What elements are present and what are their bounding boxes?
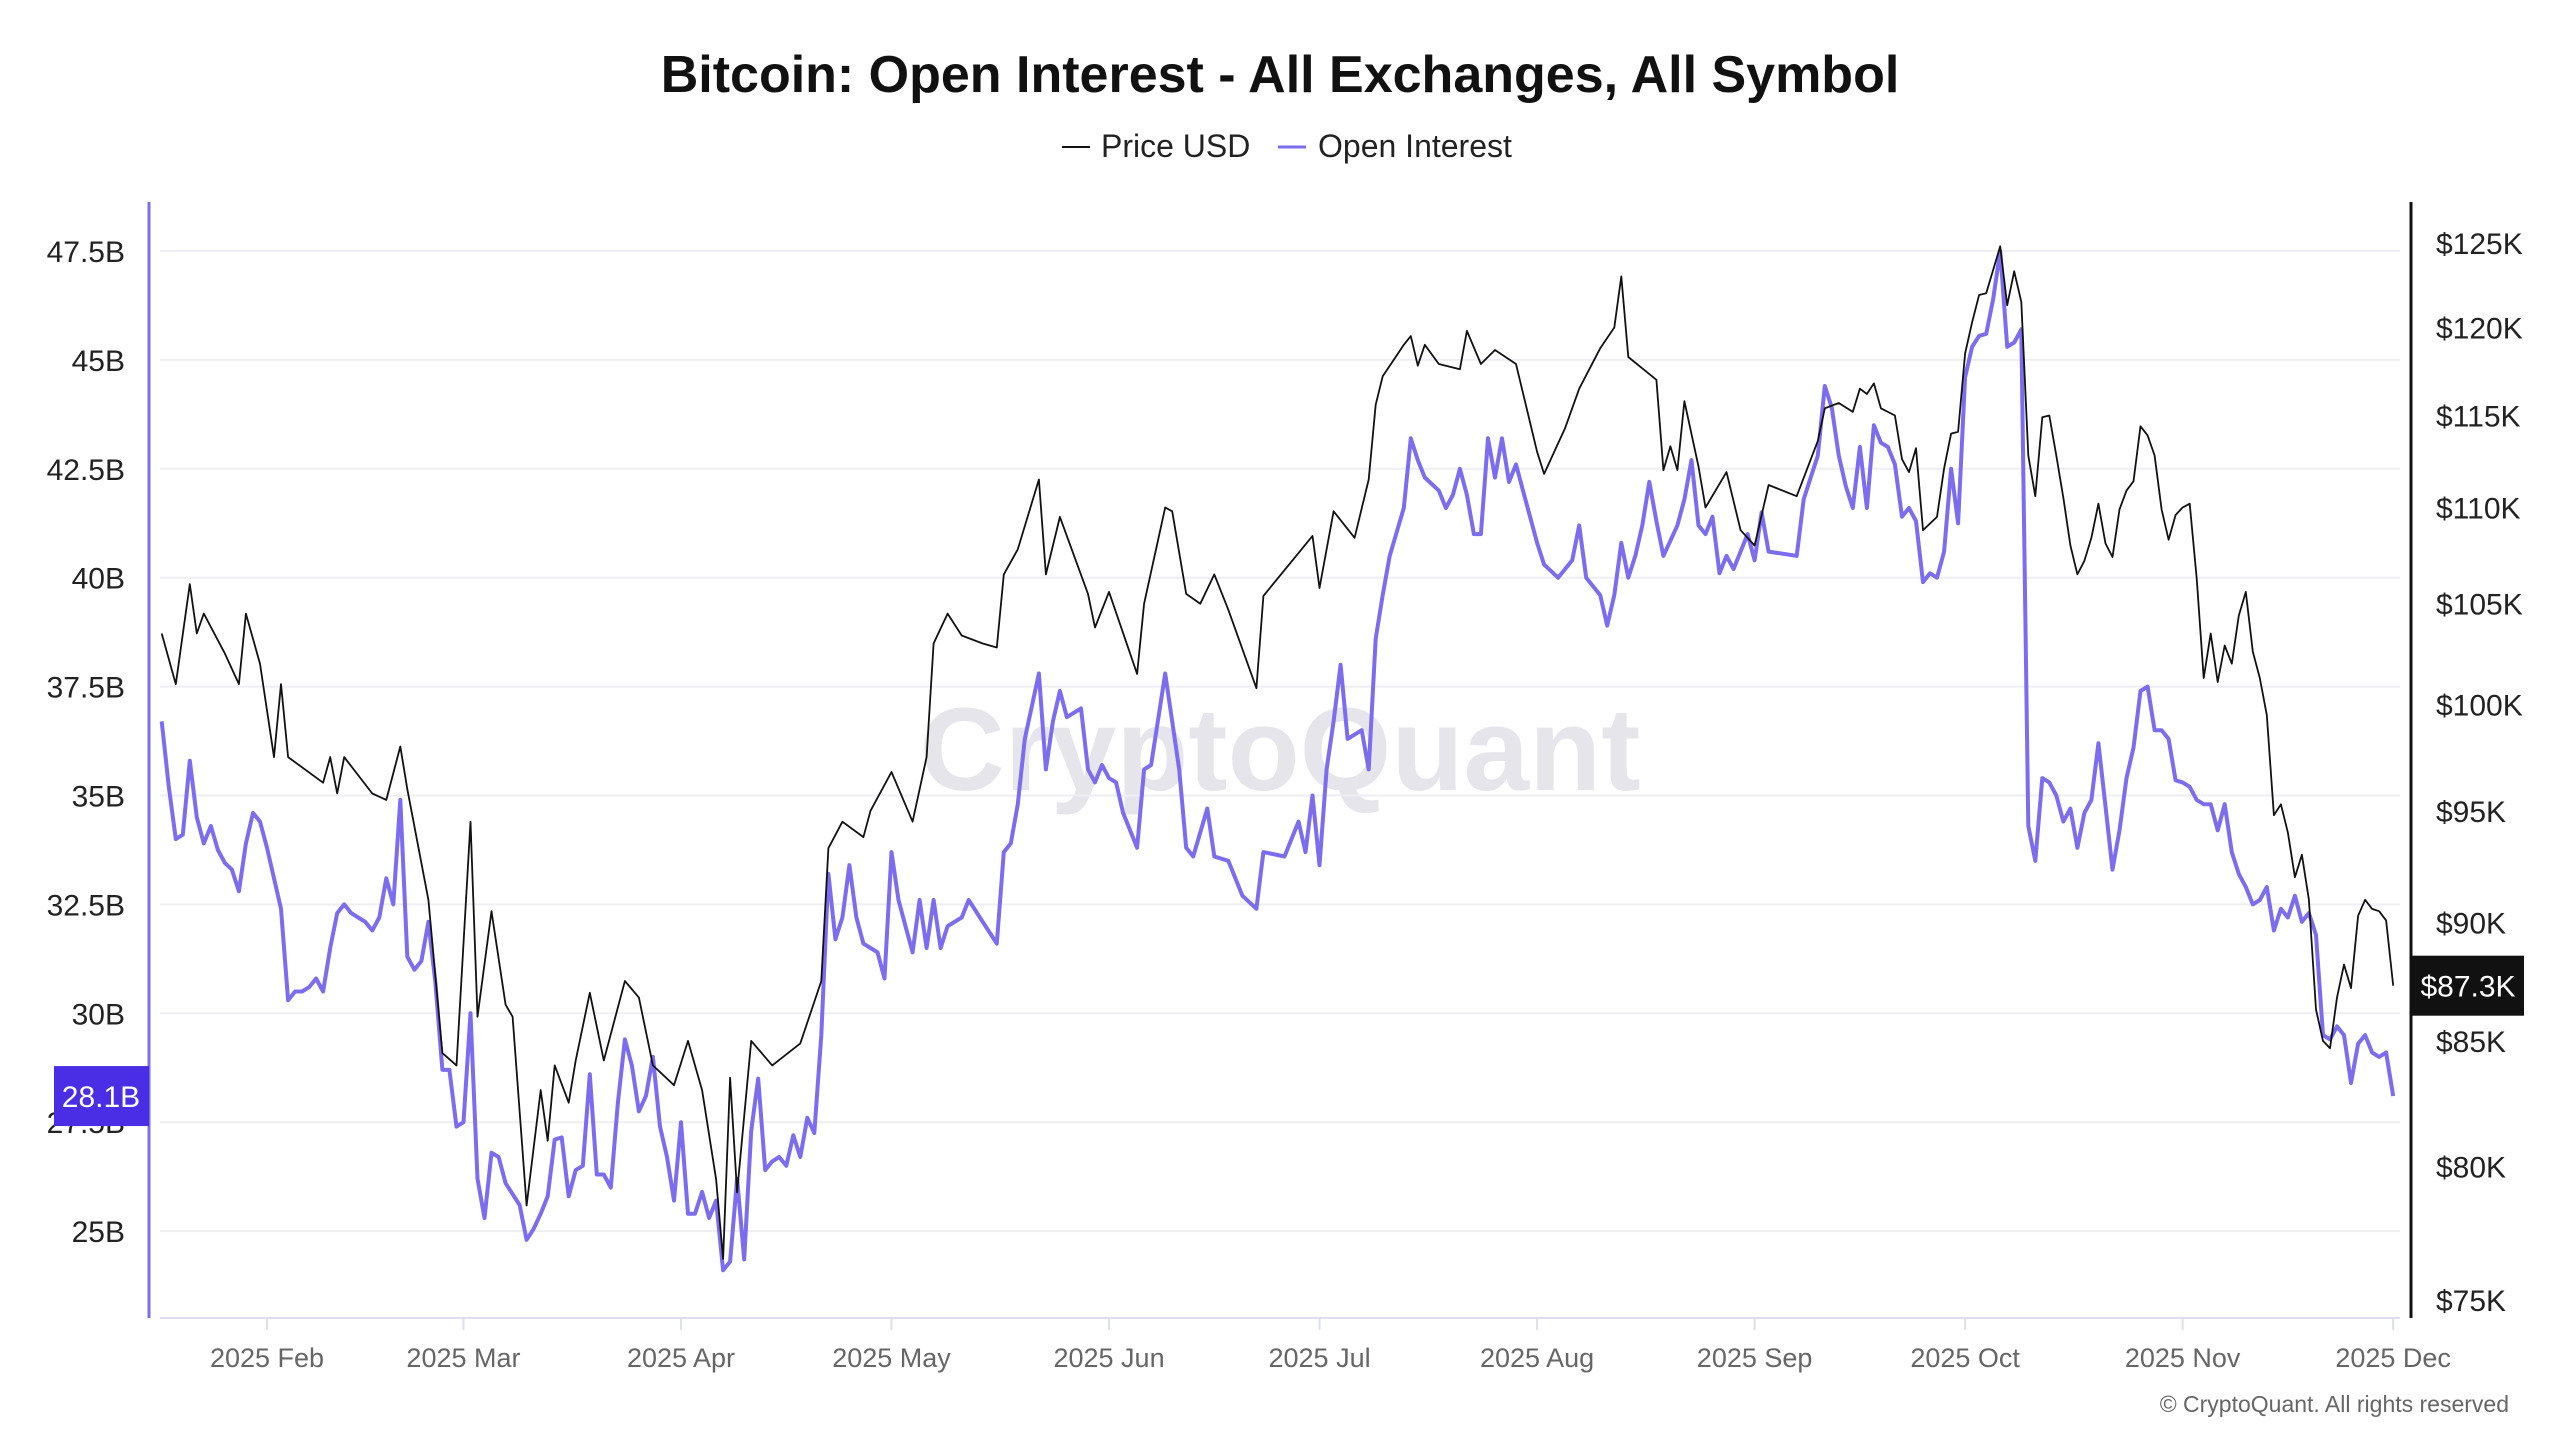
left-tick-label: 30B — [72, 998, 125, 1031]
right-tick-label: $105K — [2436, 589, 2523, 622]
price-current-value: $87.3K — [2420, 971, 2515, 1004]
copyright: © CryptoQuant. All rights reserved — [2160, 1391, 2509, 1417]
x-tick-label: 2025 Oct — [1910, 1343, 2020, 1373]
right-tick-label: $90K — [2436, 908, 2506, 941]
legend-item-price[interactable]: Price USD — [1062, 128, 1250, 164]
left-tick-label: 47.5B — [47, 236, 125, 269]
left-tick-label: 45B — [72, 345, 125, 378]
x-tick-label: 2025 Dec — [2335, 1343, 2451, 1373]
price-current-badge: $87.3K — [2412, 955, 2524, 1016]
x-tick-label: 2025 Feb — [210, 1343, 324, 1373]
x-tick-label: 2025 Apr — [627, 1343, 735, 1373]
price-usd-line — [160, 245, 2395, 1260]
x-tick-label: 2025 Jun — [1053, 1343, 1164, 1373]
oi-current-value: 28.1B — [62, 1081, 140, 1114]
left-tick-label: 40B — [72, 563, 125, 596]
price-current-badge-bg — [2412, 955, 2524, 1016]
right-tick-label: $85K — [2436, 1026, 2506, 1059]
x-tick-label: 2025 Aug — [1480, 1343, 1594, 1373]
oi-current-badge-bg — [54, 1066, 149, 1127]
oi-current-badge: 28.1B — [54, 1066, 149, 1127]
x-axis: 2025 Feb 2025 Mar 2025 Apr 2025 May 2025 Jun… — [160, 1317, 2451, 1373]
legend-label-open-interest: Open Interest — [1318, 128, 1512, 164]
series-lines — [159, 245, 2396, 1273]
right-y-axis: $75K $80K $85K $90K $95K $100K $105K $110K $115K… — [2436, 228, 2523, 1318]
left-tick-label: 37.5B — [47, 672, 125, 705]
right-tick-label: $125K — [2436, 228, 2523, 261]
right-tick-label: $95K — [2436, 796, 2506, 829]
x-tick-label: 2025 Sep — [1697, 1343, 1813, 1373]
x-tick-label: 2025 Jul — [1269, 1343, 1371, 1373]
legend-item-open-interest[interactable]: Open Interest — [1278, 128, 1512, 164]
left-tick-label: 32.5B — [47, 889, 125, 922]
legend: Price USD Open Interest — [1062, 128, 1512, 164]
right-tick-label: $115K — [2436, 401, 2521, 434]
right-tick-label: $80K — [2436, 1151, 2506, 1184]
x-tick-label: 2025 Nov — [2125, 1343, 2241, 1373]
x-tick-label: 2025 Mar — [406, 1343, 520, 1373]
left-tick-label: 25B — [72, 1216, 125, 1249]
right-tick-label: $75K — [2436, 1285, 2506, 1318]
right-tick-label: $120K — [2436, 312, 2523, 345]
right-tick-label: $100K — [2436, 690, 2523, 723]
x-tick-label: 2025 May — [832, 1343, 951, 1373]
legend-label-price: Price USD — [1101, 128, 1250, 164]
open-interest-line — [159, 249, 2396, 1273]
right-tick-label: $110K — [2436, 492, 2521, 525]
chart-title: Bitcoin: Open Interest - All Exchanges, … — [661, 46, 1900, 104]
left-tick-label: 35B — [72, 781, 125, 814]
left-tick-label: 42.5B — [47, 454, 125, 487]
